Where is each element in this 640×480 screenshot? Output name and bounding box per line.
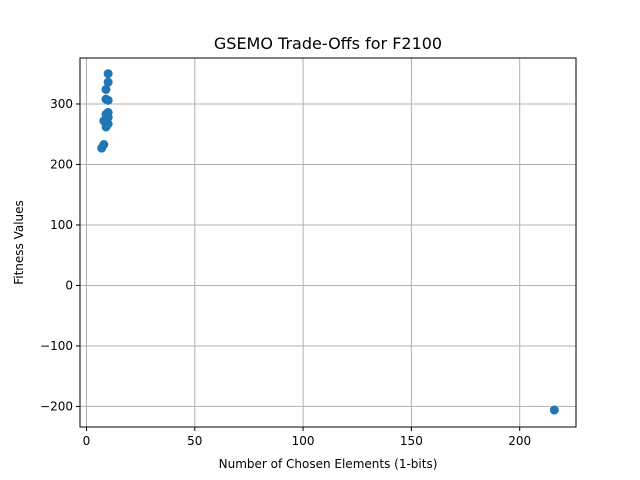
- scatter-point: [103, 69, 113, 79]
- data-points: [97, 69, 559, 415]
- y-tick-label: 300: [50, 97, 73, 111]
- y-tick-label: 200: [50, 157, 73, 171]
- y-axis-ticks: −200 −100 0 100 200 300: [40, 97, 80, 413]
- scatter-point: [103, 95, 113, 105]
- x-tick-label: 50: [187, 434, 202, 448]
- scatter-point: [101, 84, 111, 94]
- x-axis-ticks: 0 50 100 150 200: [83, 427, 531, 448]
- y-tick-label: 100: [50, 218, 73, 232]
- y-tick-label: 0: [65, 278, 73, 292]
- plot-frame: [79, 57, 577, 428]
- x-tick-label: 200: [508, 434, 531, 448]
- x-tick-label: 150: [400, 434, 423, 448]
- chart-title: GSEMO Trade-Offs for F2100: [214, 34, 442, 53]
- scatter-point: [99, 140, 109, 150]
- x-tick-label: 100: [292, 434, 315, 448]
- y-tick-label: −200: [40, 399, 73, 413]
- x-tick-label: 0: [83, 434, 91, 448]
- scatter-point: [549, 405, 559, 415]
- x-axis-label: Number of Chosen Elements (1-bits): [219, 457, 438, 471]
- scatter-point: [103, 107, 113, 117]
- y-tick-label: −100: [40, 339, 73, 353]
- scatter-point: [103, 119, 113, 129]
- grid: [80, 58, 576, 427]
- scatter-point: [103, 77, 113, 87]
- y-axis-label: Fitness Values: [12, 200, 26, 285]
